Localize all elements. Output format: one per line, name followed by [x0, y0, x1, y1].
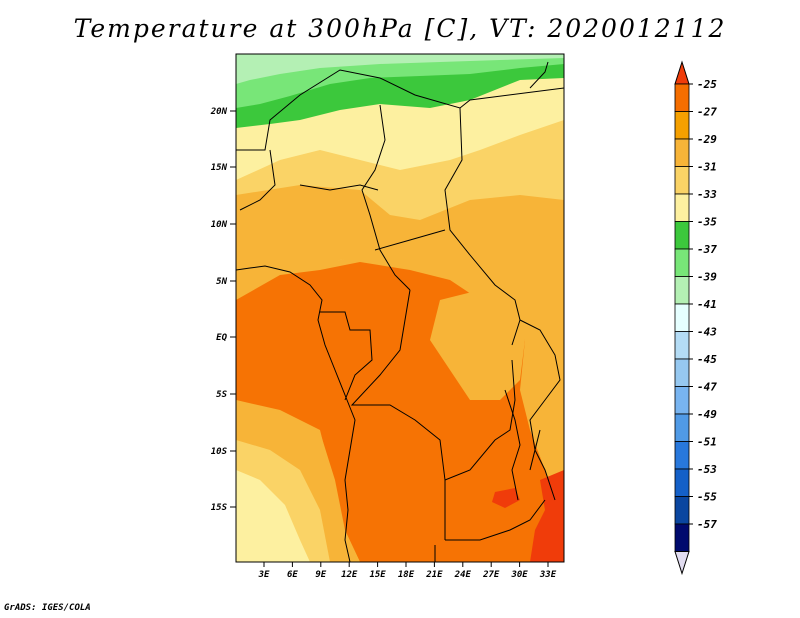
lon-tick-label: 9E — [315, 570, 326, 580]
colorbar-segment — [674, 441, 690, 470]
colorbar-segment — [674, 496, 690, 525]
longitude-ticks: 3E 6E 9E 12E 15E 18E 21E 24E 27E 30E 33E — [258, 562, 557, 580]
lat-tick-label: 20N — [210, 107, 228, 117]
chart-title: Temperature at 300hPa [C], VT: 202001211… — [73, 14, 727, 43]
colorbar-segment — [674, 111, 690, 140]
colorbar-segment — [674, 276, 690, 305]
lon-tick-label: 21E — [425, 570, 443, 580]
country-borders — [236, 61, 564, 562]
colorbar-label: -29 — [697, 133, 717, 146]
lat-tick-label: EQ — [216, 333, 227, 343]
colorbar-top-arrow — [674, 60, 690, 85]
colorbar-bottom-arrow — [674, 551, 690, 576]
colorbar-segment — [674, 358, 690, 387]
lon-tick-label: 27E — [482, 570, 500, 580]
colorbar-label: -39 — [697, 271, 717, 284]
colorbar-segment — [674, 523, 690, 552]
temperature-field — [236, 54, 564, 562]
lat-tick-label: 15S — [211, 503, 228, 513]
colorbar-label: -57 — [697, 518, 717, 531]
colorbar-label: -41 — [697, 298, 717, 311]
colorbar-segment — [674, 166, 690, 195]
colorbar-segment — [674, 468, 690, 497]
lon-tick-label: 12E — [341, 570, 358, 580]
colorbar-segment — [674, 83, 690, 112]
lat-tick-label: 5S — [216, 390, 227, 400]
grads-credit: GrADS: IGES/COLA — [4, 603, 91, 613]
colorbar-label: -43 — [697, 326, 717, 339]
colorbar-segment — [674, 303, 690, 332]
lon-tick-label: 24E — [454, 570, 472, 580]
lat-tick-label: 10N — [211, 220, 228, 230]
map-frame — [235, 53, 565, 563]
lat-tick-label: 5N — [216, 277, 227, 287]
band-minus41 — [236, 54, 564, 84]
colorbar-label: -53 — [697, 463, 717, 476]
lon-tick-label: 33E — [539, 570, 557, 580]
colorbar-segment — [674, 331, 690, 360]
lat-tick-label: 10S — [211, 447, 228, 457]
colorbar-label: -55 — [697, 491, 717, 504]
colorbar-segment — [674, 386, 690, 415]
colorbar-label: -25 — [697, 78, 717, 91]
colorbar: -25 -27 -29 -31 -33 -35 -37 -39 -41 -43 -45 -47 -49 -… — [674, 60, 717, 576]
band-minus33-southwest — [236, 470, 310, 562]
colorbar-label: -31 — [697, 161, 717, 174]
lon-tick-label: 3E — [258, 570, 270, 580]
colorbar-segment — [674, 221, 690, 250]
lon-tick-label: 30E — [510, 570, 528, 580]
colorbar-label: -37 — [697, 243, 717, 256]
lon-tick-label: 6E — [287, 570, 298, 580]
colorbar-label: -47 — [697, 381, 717, 394]
latitude-ticks: 20N 15N 10N 5N EQ 5S 10S 15S — [210, 107, 236, 513]
colorbar-segment — [674, 138, 690, 167]
colorbar-label: -45 — [697, 353, 717, 366]
band-minus25-se — [530, 470, 564, 562]
colorbar-label: -33 — [697, 188, 717, 201]
band-minus29-tongue — [236, 185, 564, 272]
colorbar-label: -27 — [697, 106, 717, 119]
lat-tick-label: 15N — [211, 163, 228, 173]
colorbar-segment — [674, 413, 690, 442]
colorbar-label: -51 — [697, 436, 717, 449]
band-minus29-patch — [430, 290, 525, 400]
colorbar-label: -35 — [697, 216, 717, 229]
lon-tick-label: 18E — [398, 570, 415, 580]
colorbar-segment — [674, 193, 690, 222]
band-minus25-patch2 — [492, 488, 520, 508]
colorbar-segment — [674, 248, 690, 277]
lon-tick-label: 15E — [369, 570, 386, 580]
colorbar-label: -49 — [697, 408, 717, 421]
